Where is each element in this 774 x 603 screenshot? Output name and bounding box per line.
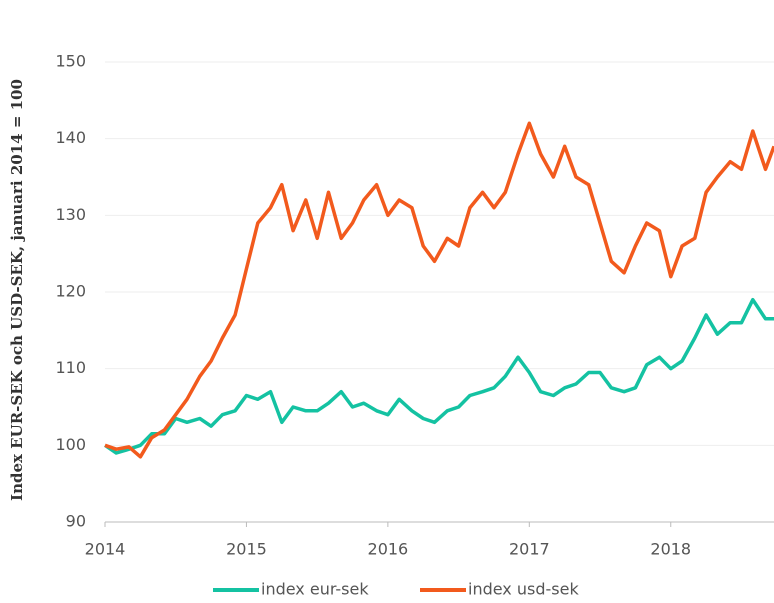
y-tick-label: 130 [55,205,86,224]
y-tick-label: 90 [66,512,86,531]
x-tick-label: 2017 [509,540,550,559]
y-axis-title: Index EUR-SEK och USD-SEK, januari 2014 … [8,79,26,501]
line [104,297,774,455]
line [104,121,774,459]
x-tick-label: 2015 [226,540,267,559]
y-tick-label: 150 [55,52,86,71]
y-tick-label: 140 [55,128,86,147]
x-tick-label: 2016 [368,540,409,559]
x-tick-label: 2018 [650,540,691,559]
y-tick-label: 110 [55,358,86,377]
y-tick-label: 120 [55,282,86,301]
legend-label: index eur-sek [261,580,369,599]
x-tick-label: 2014 [85,540,126,559]
legend-label: index usd-sek [468,580,579,599]
y-tick-label: 100 [55,435,86,454]
